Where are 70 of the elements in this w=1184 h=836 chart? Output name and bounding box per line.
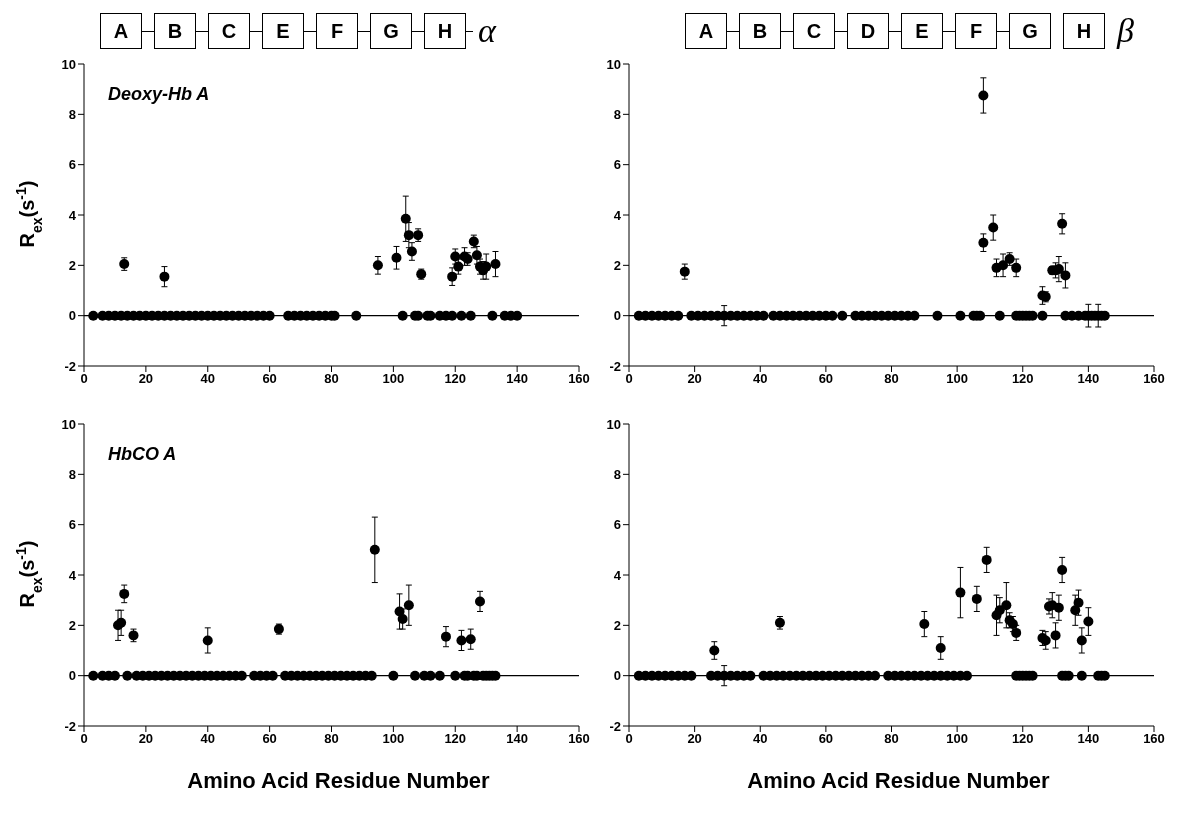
x-tick-label: 160 [568, 731, 590, 747]
x-axis-title: Amino Acid Residue Number [186, 768, 491, 794]
x-tick-label: 160 [1143, 371, 1165, 387]
x-tick-label: 100 [946, 371, 968, 387]
helix-diagram: A B C D E F G H β [593, 8, 1168, 54]
x-tick-label: 20 [687, 731, 702, 747]
x-tick-label: 40 [200, 731, 215, 747]
x-tick-label: 40 [753, 731, 768, 747]
y-tick-label: 8 [613, 466, 621, 482]
text: HbCO A [108, 444, 177, 465]
y-tick-label: 0 [68, 668, 76, 684]
x-tick-label: 80 [884, 371, 899, 387]
y-tick-label: 2 [613, 257, 621, 273]
x-tick-label: 100 [946, 731, 968, 747]
y-tick-label: 8 [68, 466, 76, 482]
y-tick-label: 10 [606, 56, 621, 72]
x-tick-label: 120 [444, 731, 467, 747]
x-tick-label: 140 [506, 731, 528, 747]
x-tick-label: 120 [1011, 371, 1034, 387]
y-tick-label: 10 [61, 56, 76, 72]
x-tick-label: 20 [138, 371, 154, 387]
x-tick-label: 0 [80, 731, 88, 747]
x-tick-label: 60 [262, 731, 277, 747]
y-tick-label: 6 [68, 517, 76, 533]
y-tick-label: -2 [609, 358, 621, 374]
x-tick-label: 60 [818, 731, 834, 747]
text: Deoxy-Hb A [108, 84, 210, 105]
x-tick-label: 20 [687, 371, 702, 387]
y-tick-label: 6 [613, 157, 621, 173]
x-tick-label: 120 [444, 371, 467, 387]
y-tick-label: 2 [613, 617, 621, 633]
x-tick-label: 80 [324, 371, 339, 387]
x-tick-label: 60 [818, 371, 834, 387]
helix-diagram: A B C E F G H α [8, 8, 593, 54]
x-tick-label: 140 [1077, 731, 1100, 747]
y-tick-label: 4 [613, 207, 622, 223]
x-tick-label: 20 [138, 731, 154, 747]
y-tick-label: 0 [613, 308, 621, 324]
y-tick-label: 0 [613, 668, 621, 684]
x-tick-label: 120 [1011, 731, 1034, 747]
y-tick-label: 2 [68, 617, 76, 633]
x-tick-label: 80 [324, 731, 339, 747]
y-tick-label: 6 [613, 517, 621, 533]
x-tick-label: 140 [506, 371, 528, 387]
x-tick-label: 140 [1077, 371, 1100, 387]
y-tick-label: 8 [68, 106, 76, 122]
y-tick-label: 0 [68, 308, 76, 324]
y-tick-label: 4 [613, 567, 622, 583]
y-tick-label: 4 [68, 567, 77, 583]
y-tick-label: 4 [68, 207, 77, 223]
y-tick-label: 8 [613, 106, 621, 122]
x-tick-label: 0 [625, 371, 633, 387]
x-axis-title: Amino Acid Residue Number [746, 768, 1051, 794]
x-tick-label: 0 [80, 371, 88, 387]
x-tick-label: 100 [382, 731, 405, 747]
x-tick-label: 0 [625, 731, 633, 747]
x-tick-label: 60 [262, 371, 277, 387]
y-tick-label: 10 [61, 416, 76, 432]
y-tick-label: 6 [68, 157, 76, 173]
x-tick-label: 40 [753, 371, 768, 387]
x-tick-label: 80 [884, 731, 899, 747]
y-tick-label: 2 [68, 257, 76, 273]
y-tick-label: -2 [64, 718, 76, 734]
y-tick-label: -2 [609, 718, 621, 734]
x-tick-label: 160 [1143, 731, 1165, 747]
x-tick-label: 100 [382, 371, 405, 387]
x-tick-label: 40 [200, 371, 215, 387]
y-tick-label: 10 [606, 416, 621, 432]
x-tick-label: 160 [568, 371, 590, 387]
y-tick-label: -2 [64, 358, 76, 374]
